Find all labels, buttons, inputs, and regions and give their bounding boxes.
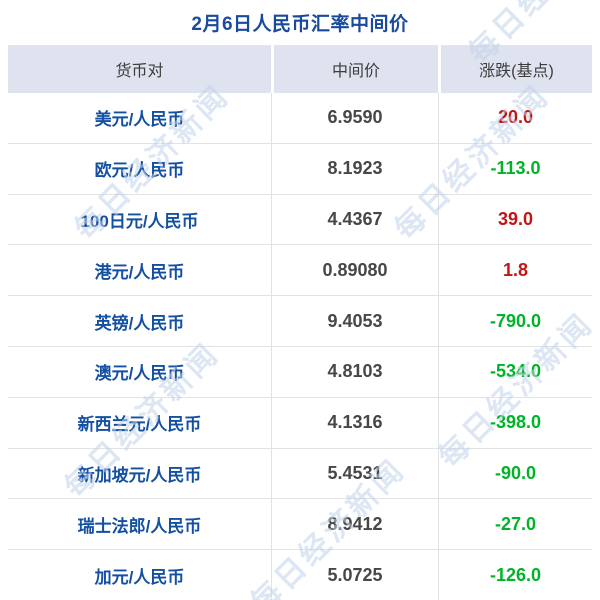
table-row: 美元/人民币 6.9590 20.0 — [8, 93, 592, 144]
column-header-change: 涨跌(基点) — [438, 45, 592, 93]
table-row: 100日元/人民币 4.4367 39.0 — [8, 194, 592, 246]
change-cell: 39.0 — [438, 194, 592, 245]
exchange-rate-table: 货币对 中间价 涨跌(基点) 美元/人民币 6.9590 20.0 欧元/人民币… — [8, 45, 592, 600]
mid-price-cell: 4.8103 — [271, 346, 438, 397]
column-header-mid-price: 中间价 — [271, 45, 438, 93]
table-row: 港元/人民币 0.89080 1.8 — [8, 245, 592, 297]
mid-price-cell: 5.0725 — [271, 550, 438, 600]
mid-price-cell: 5.4531 — [271, 448, 438, 499]
table-header-row: 货币对 中间价 涨跌(基点) — [8, 45, 592, 93]
mid-price-cell: 4.4367 — [271, 194, 438, 245]
change-cell: -90.0 — [438, 448, 592, 499]
change-cell: 1.8 — [438, 245, 592, 296]
change-cell: -113.0 — [438, 143, 592, 194]
mid-price-cell: 0.89080 — [271, 245, 438, 296]
table-row: 加元/人民币 5.0725 -126.0 — [8, 550, 592, 600]
currency-pair-cell: 瑞士法郎/人民币 — [77, 516, 202, 536]
table-body: 美元/人民币 6.9590 20.0 欧元/人民币 8.1923 -113.0 … — [8, 93, 592, 600]
title-bar: 2月6日人民币汇率中间价 — [0, 0, 600, 45]
change-cell: -790.0 — [438, 296, 592, 346]
table-row: 新西兰元/人民币 4.1316 -398.0 — [8, 397, 592, 449]
table-row: 新加坡元/人民币 5.4531 -90.0 — [8, 448, 592, 500]
mid-price-cell: 4.1316 — [271, 397, 438, 448]
change-cell: -27.0 — [438, 499, 592, 550]
mid-price-cell: 8.1923 — [271, 143, 438, 194]
currency-pair-cell: 加元/人民币 — [94, 567, 185, 587]
currency-pair-cell: 欧元/人民币 — [94, 161, 185, 181]
table-row: 欧元/人民币 8.1923 -113.0 — [8, 143, 592, 195]
table-row: 澳元/人民币 4.8103 -534.0 — [8, 346, 592, 398]
currency-pair-cell: 澳元/人民币 — [94, 364, 185, 384]
change-cell: -534.0 — [438, 346, 592, 397]
currency-pair-cell: 新加坡元/人民币 — [77, 465, 202, 485]
currency-pair-cell: 港元/人民币 — [94, 262, 185, 282]
currency-pair-cell: 100日元/人民币 — [80, 211, 199, 231]
mid-price-cell: 6.9590 — [271, 93, 438, 143]
column-header-pair: 货币对 — [115, 63, 164, 80]
change-cell: -126.0 — [438, 550, 592, 600]
currency-pair-cell: 新西兰元/人民币 — [77, 415, 202, 435]
currency-pair-cell: 英镑/人民币 — [94, 313, 185, 333]
mid-price-cell: 8.9412 — [271, 499, 438, 550]
currency-pair-cell: 美元/人民币 — [94, 110, 185, 130]
table-row: 英镑/人民币 9.4053 -790.0 — [8, 296, 592, 347]
table-row: 瑞士法郎/人民币 8.9412 -27.0 — [8, 499, 592, 551]
change-cell: -398.0 — [438, 397, 592, 448]
mid-price-cell: 9.4053 — [271, 296, 438, 346]
change-cell: 20.0 — [438, 93, 592, 143]
page-title: 2月6日人民币汇率中间价 — [191, 14, 409, 35]
